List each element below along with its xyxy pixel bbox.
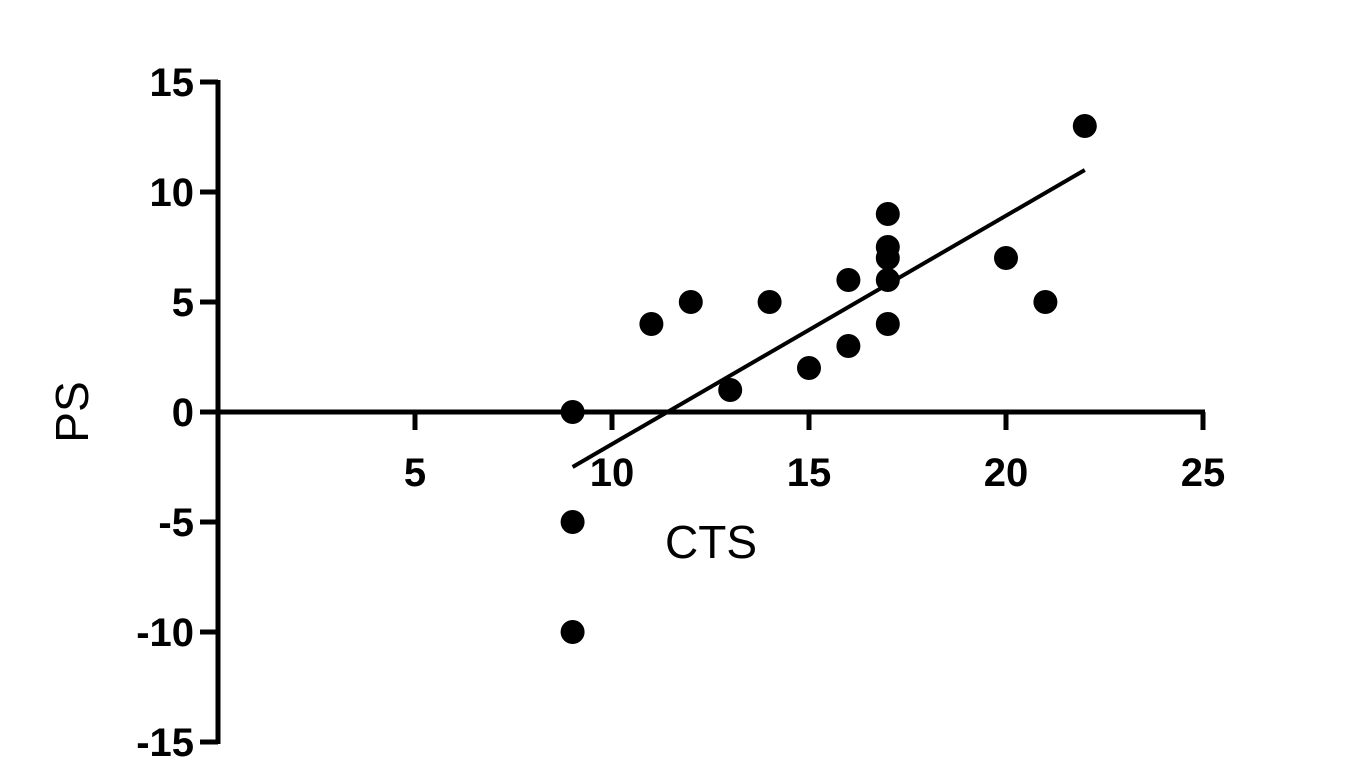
data-point [875, 246, 900, 270]
data-point [1072, 114, 1097, 138]
y-tick-label: -15 [136, 721, 194, 765]
data-point [678, 290, 703, 314]
x-tick-label: 15 [787, 451, 832, 495]
data-point [994, 246, 1018, 270]
data-point [718, 378, 743, 402]
fit-line [571, 168, 1086, 469]
data-point [797, 356, 821, 380]
x-axis-title: CTS [665, 516, 757, 568]
ticks: 15 10 5 0 -5 -10 -15 5 10 15 20 25 [136, 61, 1225, 765]
data-point [560, 510, 585, 534]
axes [215, 80, 1205, 744]
data-point [1033, 290, 1058, 314]
data-point [836, 334, 861, 358]
data-point [875, 268, 900, 292]
y-tick-label: 0 [172, 391, 194, 435]
y-tick-label: -10 [136, 611, 194, 655]
data-point [875, 312, 900, 336]
x-tick-label: 5 [404, 451, 426, 495]
y-tick-label: -5 [158, 501, 194, 545]
y-axis-title: PS [46, 381, 98, 442]
data-points [560, 114, 1097, 644]
x-tick-label: 20 [984, 451, 1029, 495]
y-tick-label: 10 [150, 171, 195, 215]
y-tick-label: 15 [150, 61, 195, 105]
data-point [757, 290, 782, 314]
data-point [560, 620, 585, 644]
data-point [560, 400, 585, 424]
data-point [836, 268, 861, 292]
x-tick-label: 25 [1181, 451, 1226, 495]
data-point [875, 202, 900, 226]
fit-line-group [571, 168, 1086, 469]
x-tick-label: 10 [590, 451, 635, 495]
data-point [639, 312, 664, 336]
y-tick-label: 5 [172, 281, 194, 325]
